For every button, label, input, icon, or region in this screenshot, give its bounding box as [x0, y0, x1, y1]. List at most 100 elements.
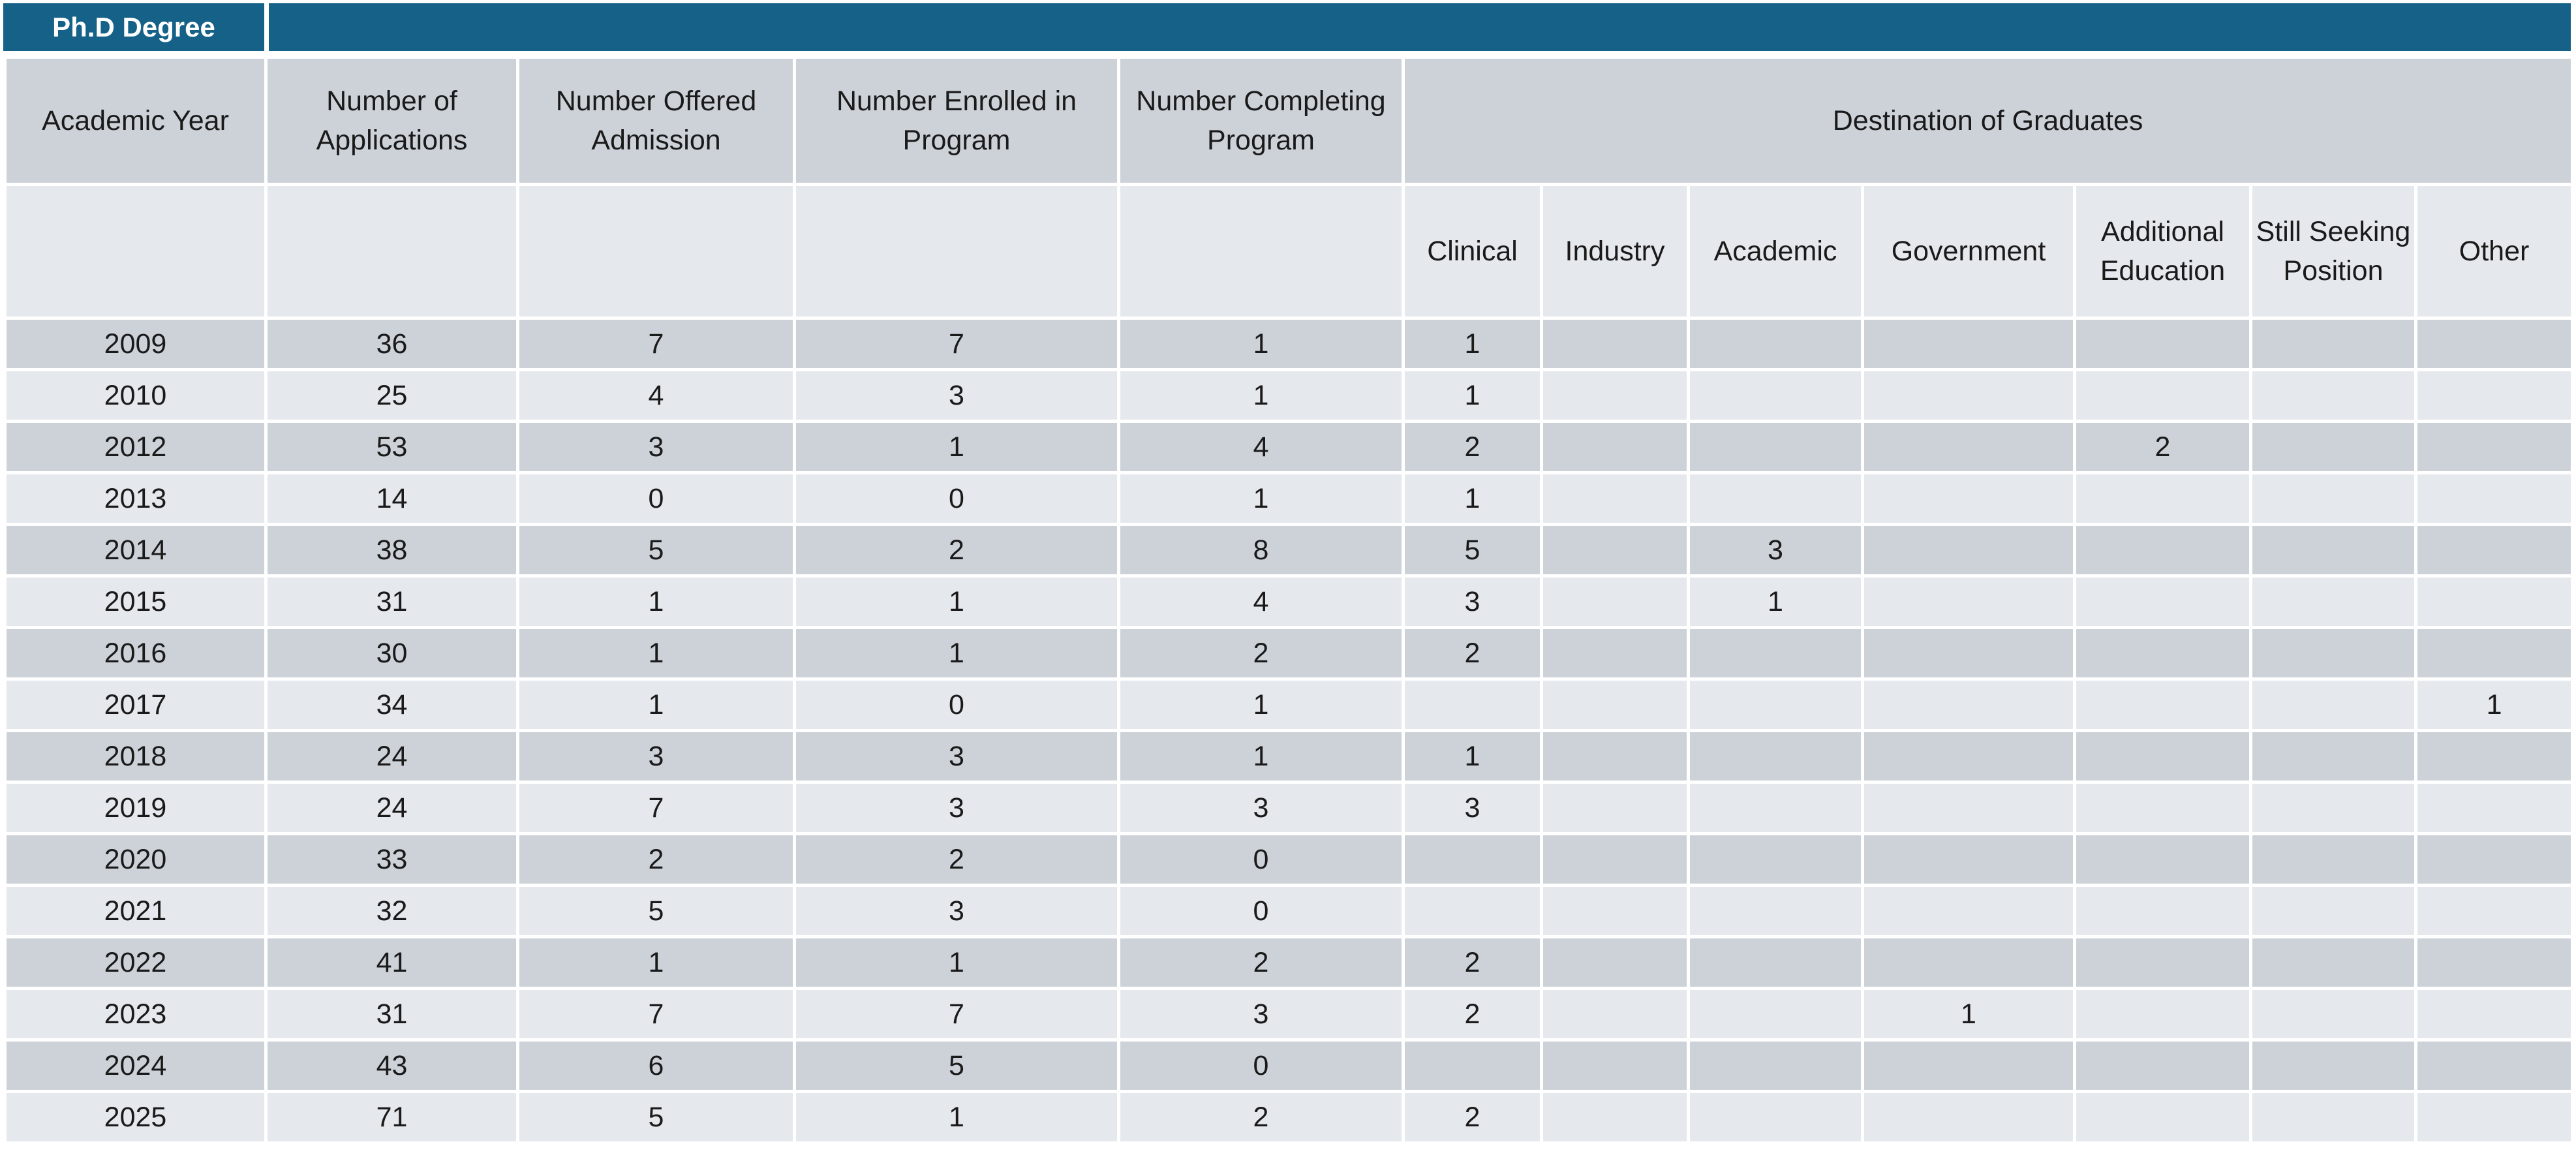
cell-enrolled: 0 — [793, 471, 1120, 526]
cell-industry — [1540, 1090, 1690, 1145]
header-offered: Number Offered Admission — [516, 55, 796, 186]
cell-seeking — [2249, 780, 2417, 835]
table-row: 2023 31 7 7 3 2 1 — [3, 987, 2575, 1042]
cell-industry — [1540, 471, 1690, 526]
cell-academic — [1687, 729, 1864, 784]
cell-applications: 31 — [264, 574, 519, 629]
table-row: 2013 14 0 0 1 1 — [3, 471, 2575, 526]
cell-other — [2414, 523, 2575, 578]
cell-enrolled: 3 — [793, 729, 1120, 784]
cell-completing: 2 — [1117, 935, 1405, 990]
table-row: 2022 41 1 1 2 2 — [3, 935, 2575, 990]
cell-industry — [1540, 574, 1690, 629]
title-band — [269, 3, 2571, 51]
cell-completing: 3 — [1117, 987, 1405, 1042]
subheader-clinical: Clinical — [1402, 183, 1543, 320]
cell-applications: 24 — [264, 780, 519, 835]
cell-industry — [1540, 780, 1690, 835]
subheader-row: Clinical Industry Academic Government Ad… — [3, 183, 2575, 320]
cell-offered: 2 — [516, 832, 796, 887]
cell-completing: 2 — [1117, 1090, 1405, 1145]
cell-government — [1861, 729, 2076, 784]
cell-additional — [2073, 677, 2252, 732]
table-row: 2009 36 7 7 1 1 — [3, 317, 2575, 371]
cell-industry — [1540, 935, 1690, 990]
cell-academic — [1687, 1090, 1864, 1145]
cell-completing: 2 — [1117, 626, 1405, 681]
cell-year: 2010 — [3, 368, 268, 423]
title-spacer — [264, 3, 269, 51]
header-applications: Number of Applications — [264, 55, 519, 186]
cell-completing: 1 — [1117, 729, 1405, 784]
subheader-empty — [793, 183, 1120, 320]
cell-additional — [2073, 987, 2252, 1042]
cell-offered: 5 — [516, 1090, 796, 1145]
cell-industry — [1540, 626, 1690, 681]
cell-applications: 34 — [264, 677, 519, 732]
cell-other — [2414, 471, 2575, 526]
cell-other — [2414, 780, 2575, 835]
cell-completing: 1 — [1117, 471, 1405, 526]
cell-completing: 0 — [1117, 884, 1405, 938]
cell-seeking — [2249, 523, 2417, 578]
cell-industry — [1540, 1038, 1690, 1093]
cell-additional — [2073, 729, 2252, 784]
cell-year: 2022 — [3, 935, 268, 990]
cell-seeking — [2249, 884, 2417, 938]
cell-enrolled: 2 — [793, 832, 1120, 887]
cell-year: 2015 — [3, 574, 268, 629]
cell-additional — [2073, 935, 2252, 990]
cell-completing: 0 — [1117, 832, 1405, 887]
cell-additional — [2073, 626, 2252, 681]
cell-other — [2414, 729, 2575, 784]
cell-offered: 3 — [516, 420, 796, 474]
cell-offered: 7 — [516, 780, 796, 835]
cell-applications: 32 — [264, 884, 519, 938]
table-row: 2021 32 5 3 0 — [3, 884, 2575, 938]
cell-other — [2414, 420, 2575, 474]
cell-applications: 38 — [264, 523, 519, 578]
cell-completing: 1 — [1117, 677, 1405, 732]
cell-seeking — [2249, 317, 2417, 371]
cell-other — [2414, 1038, 2575, 1093]
cell-government — [1861, 368, 2076, 423]
cell-additional — [2073, 1090, 2252, 1145]
subheader-empty — [3, 183, 268, 320]
cell-enrolled: 2 — [793, 523, 1120, 578]
cell-seeking — [2249, 368, 2417, 423]
cell-academic — [1687, 832, 1864, 887]
header-completing: Number Completing Program — [1117, 55, 1405, 186]
cell-additional — [2073, 317, 2252, 371]
cell-seeking — [2249, 1090, 2417, 1145]
cell-other — [2414, 987, 2575, 1042]
cell-academic — [1687, 677, 1864, 732]
cell-government — [1861, 884, 2076, 938]
cell-government — [1861, 420, 2076, 474]
table-body: 2009 36 7 7 1 1 2010 25 4 3 1 1 2012 53 3 1 4 2 2 2013 14 0 0 1… — [3, 317, 2575, 1145]
cell-applications: 31 — [264, 987, 519, 1042]
cell-enrolled: 7 — [793, 317, 1120, 371]
cell-government — [1861, 677, 2076, 732]
table-row: 2025 71 5 1 2 2 — [3, 1090, 2575, 1145]
cell-offered: 0 — [516, 471, 796, 526]
cell-academic — [1687, 1038, 1864, 1093]
cell-government: 1 — [1861, 987, 2076, 1042]
cell-clinical — [1402, 677, 1543, 732]
cell-completing: 1 — [1117, 368, 1405, 423]
cell-year: 2025 — [3, 1090, 268, 1145]
cell-year: 2013 — [3, 471, 268, 526]
cell-additional: 2 — [2073, 420, 2252, 474]
subheader-industry: Industry — [1540, 183, 1690, 320]
cell-year: 2014 — [3, 523, 268, 578]
cell-additional — [2073, 884, 2252, 938]
cell-offered: 7 — [516, 317, 796, 371]
cell-other — [2414, 626, 2575, 681]
cell-offered: 7 — [516, 987, 796, 1042]
cell-offered: 1 — [516, 626, 796, 681]
cell-year: 2017 — [3, 677, 268, 732]
cell-applications: 24 — [264, 729, 519, 784]
cell-additional — [2073, 574, 2252, 629]
cell-completing: 8 — [1117, 523, 1405, 578]
cell-academic — [1687, 420, 1864, 474]
cell-additional — [2073, 1038, 2252, 1093]
